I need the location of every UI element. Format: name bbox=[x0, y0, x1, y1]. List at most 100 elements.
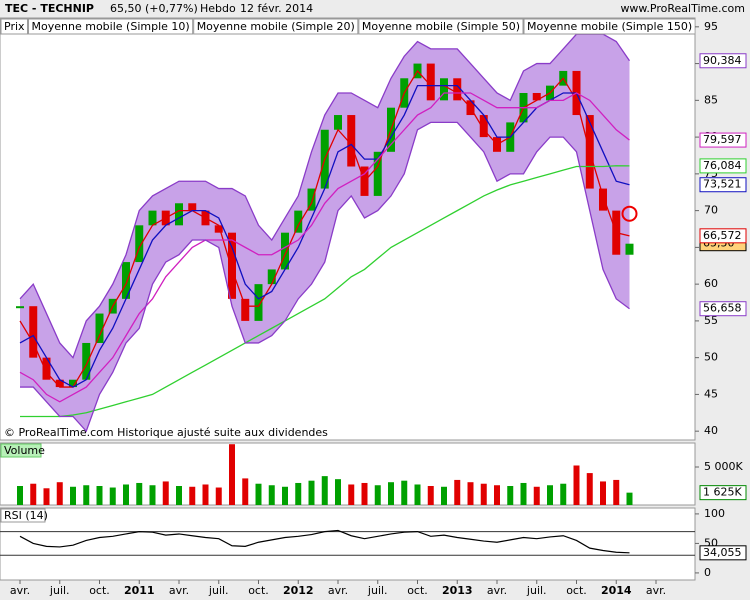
volume-bar bbox=[136, 482, 143, 505]
ma-line bbox=[20, 121, 630, 433]
y-tick-label: 85 bbox=[704, 93, 718, 106]
y-tick-label: 100 bbox=[704, 507, 725, 520]
volume-bar bbox=[268, 485, 275, 505]
last-value-box bbox=[699, 228, 747, 244]
x-tick-label: oct. bbox=[89, 584, 110, 597]
price-candle bbox=[440, 78, 448, 101]
volume-bar bbox=[109, 487, 116, 505]
price-candle bbox=[122, 262, 130, 299]
quote: 65,50 (+0,77%) bbox=[110, 2, 198, 15]
price-candle bbox=[599, 188, 607, 211]
volume-bar bbox=[162, 481, 169, 505]
legend-entry: Moyenne mobile (Simple 150) bbox=[527, 20, 692, 33]
volume-bar bbox=[149, 485, 156, 505]
price-candle bbox=[69, 379, 77, 388]
price-candle bbox=[135, 225, 144, 263]
price-candle bbox=[214, 225, 223, 233]
rsi-label-box bbox=[0, 508, 46, 523]
last-value-box bbox=[699, 158, 747, 174]
x-tick-label: avr. bbox=[169, 584, 189, 597]
x-tick-label: juil. bbox=[367, 584, 388, 597]
y-tick-label: 40 bbox=[704, 424, 718, 437]
x-tick-label: oct. bbox=[407, 584, 428, 597]
volume-bar bbox=[70, 486, 76, 505]
price-candle bbox=[29, 306, 38, 358]
date: 12 févr. 2014 bbox=[240, 2, 313, 15]
legend-box bbox=[28, 18, 194, 35]
price-candle bbox=[479, 115, 488, 138]
y-tick-label: 60 bbox=[704, 277, 718, 290]
volume-bar bbox=[533, 486, 540, 505]
volume-bar bbox=[441, 486, 447, 505]
x-tick-label: avr. bbox=[646, 584, 666, 597]
last-value-box bbox=[699, 301, 747, 317]
volume-bar bbox=[176, 486, 182, 505]
y-tick-label: 50 bbox=[704, 351, 718, 364]
x-tick-label: oct. bbox=[566, 584, 587, 597]
y-tick-label: 55 bbox=[704, 314, 718, 327]
volume-bar bbox=[17, 486, 23, 505]
last-value-box bbox=[699, 485, 747, 501]
last-value-label: 76,084 bbox=[703, 159, 742, 172]
volume-bar bbox=[480, 483, 487, 505]
volume-bar bbox=[520, 482, 527, 505]
volume-bar bbox=[215, 487, 222, 505]
bollinger-band bbox=[20, 34, 630, 432]
price-candle bbox=[95, 313, 104, 343]
last-value-label: 56,658 bbox=[703, 302, 742, 315]
last-value-label: 66,572 bbox=[703, 229, 742, 242]
volume-bar bbox=[83, 485, 90, 505]
price-candle bbox=[532, 92, 541, 101]
x-tick-label: avr. bbox=[10, 584, 30, 597]
price-candle bbox=[334, 115, 342, 130]
legend-box bbox=[358, 18, 524, 35]
price-candle bbox=[373, 151, 382, 196]
price-candle bbox=[294, 210, 303, 233]
price-candle bbox=[281, 232, 289, 270]
y-tick-label: 5 000K bbox=[704, 460, 743, 473]
x-tick-label: juil. bbox=[49, 584, 70, 597]
x-tick-label: 2014 bbox=[601, 584, 632, 597]
legend-box bbox=[523, 18, 695, 35]
x-tick-label: avr. bbox=[328, 584, 348, 597]
legend-entry: Moyenne mobile (Simple 20) bbox=[197, 20, 355, 33]
price-candle bbox=[228, 232, 236, 299]
price-candle bbox=[82, 342, 91, 380]
volume-label: Volume bbox=[4, 444, 45, 457]
volume-bar bbox=[123, 484, 129, 505]
watermark: www.ProRealTime.com bbox=[620, 2, 745, 15]
volume-bar bbox=[414, 484, 421, 505]
x-tick-label: juil. bbox=[526, 584, 547, 597]
price-candle bbox=[453, 78, 462, 101]
price-candle bbox=[426, 63, 435, 101]
last-value-label: 90,384 bbox=[703, 54, 742, 67]
volume-bar bbox=[388, 482, 394, 505]
volume-bar bbox=[282, 486, 288, 505]
ma-line bbox=[19, 84, 630, 388]
last-value-label: 1 625K bbox=[703, 486, 742, 499]
last-value-box bbox=[699, 53, 747, 69]
price-candle bbox=[254, 284, 263, 321]
volume-bar bbox=[427, 486, 434, 505]
volume-bar bbox=[96, 486, 103, 505]
volume-bar bbox=[613, 479, 620, 505]
last-value-box bbox=[699, 177, 747, 193]
volume-bar bbox=[586, 473, 593, 505]
legend: Prix Moyenne mobile (Simple 10) Moyenne mo… bbox=[0, 18, 695, 35]
y-tick-label: 70 bbox=[704, 204, 718, 217]
price-candle bbox=[148, 210, 157, 226]
volume-label-box bbox=[0, 443, 42, 458]
price-candle bbox=[55, 379, 64, 388]
volume-bar bbox=[454, 479, 461, 505]
x-tick-label: 2013 bbox=[442, 584, 473, 597]
rsi-panel bbox=[0, 507, 696, 581]
x-tick-label: juil. bbox=[208, 584, 229, 597]
highlight-circle bbox=[621, 205, 638, 222]
volume-bar bbox=[494, 485, 500, 505]
legend-entry: Prix bbox=[4, 20, 25, 33]
volume-bar bbox=[295, 482, 302, 505]
price-candle bbox=[42, 357, 51, 380]
volume-bar bbox=[467, 482, 474, 505]
volume-bar bbox=[560, 483, 567, 505]
